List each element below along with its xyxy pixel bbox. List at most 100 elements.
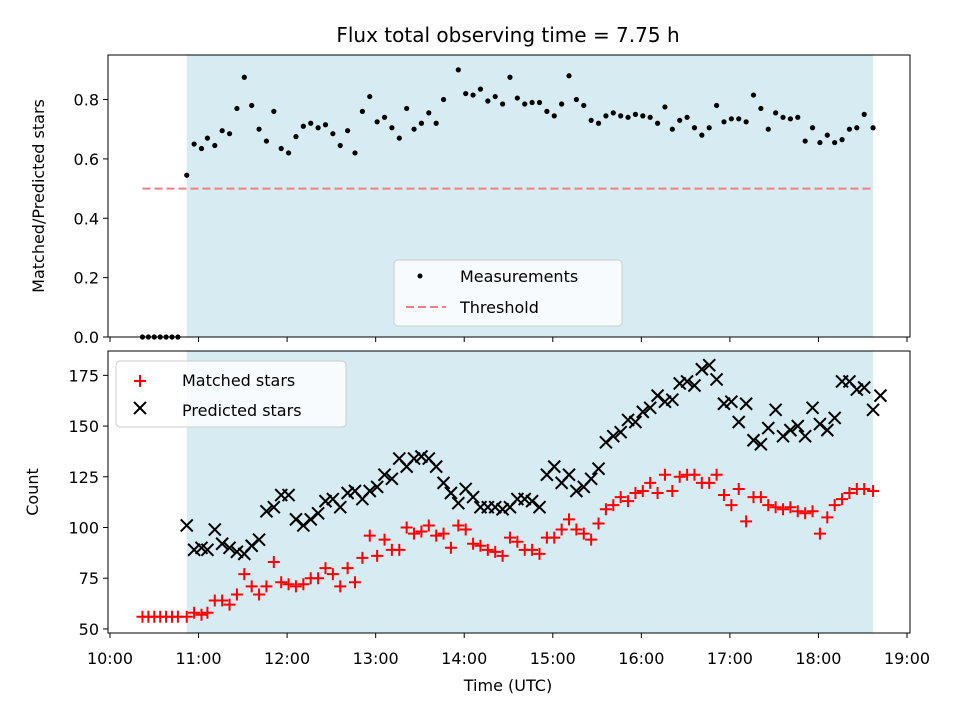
bottom-xtick-label: 13:00 [353,649,399,668]
measurement-point [337,142,343,149]
legend-threshold-label: Threshold [459,298,539,317]
predicted-star-marker [695,362,709,376]
measurement-point [315,125,321,131]
matched-star-marker [614,491,627,504]
matched-star-marker [563,513,576,526]
matched-star-marker [334,580,347,593]
predicted-star-marker [628,415,643,429]
matched-star-marker [430,529,443,542]
predicted-star-marker [613,425,628,439]
matched-star-marker [622,495,635,508]
matched-star-marker [762,499,775,512]
legend-matched-marker [134,375,146,387]
predicted-star-marker [665,392,680,407]
matched-star-marker [533,547,546,560]
measurement-point [219,128,225,134]
matched-star-marker [275,576,288,589]
matched-star-marker [289,580,302,593]
bottom-y-axis-label: Count [23,468,42,516]
measurement-point [234,105,240,112]
measurement-point [595,120,602,126]
predicted-star-marker [805,401,820,415]
predicted-star-marker [591,461,606,476]
bottom-xtick-label: 11:00 [176,649,222,668]
top-ytick-label: 0.4 [74,209,99,228]
measurement-point [308,120,314,126]
matched-star-marker [415,525,428,538]
predicted-star-marker [562,468,576,482]
predicted-star-marker [180,518,194,533]
bottom-ytick-label: 175 [68,366,99,385]
measurement-point [750,92,757,98]
measurement-point [404,105,410,112]
bottom-xtick-label: 18:00 [795,649,841,668]
matched-star-marker [245,580,258,593]
matched-star-marker [253,588,266,601]
matched-star-marker [570,523,583,536]
measurement-point [529,99,535,106]
predicted-star-marker [370,480,384,494]
predicted-star-marker [783,423,798,437]
top-ytick-label: 0.2 [74,269,99,288]
measurement-point [256,126,262,132]
measurement-point [684,114,690,120]
measurement-point [846,126,853,132]
predicted-star-marker [385,472,399,486]
predicted-star-marker [754,437,768,452]
bottom-xtick-label: 15:00 [530,649,576,668]
measurement-point [278,145,284,152]
bottom-xtick-label: 14:00 [441,649,487,668]
matched-star-marker [341,562,354,575]
measurement-point [367,93,373,100]
measurement-point [588,117,594,123]
matched-star-marker [710,468,723,481]
matched-star-marker [378,533,391,546]
measurement-point [839,137,845,143]
measurement-point [470,92,476,98]
predicted-star-marker [259,504,274,518]
measurement-point [787,116,794,122]
matched-star-marker [799,507,812,520]
matched-star-marker [459,523,472,536]
predicted-star-marker [702,358,716,372]
predicted-star-marker [222,541,237,555]
matched-star-marker [393,543,406,556]
predicted-star-marker [827,411,842,425]
measurement-point [662,104,668,110]
matched-star-marker [867,484,880,497]
measurement-point [226,131,233,137]
measurement-point [536,99,543,106]
matched-star-marker [223,598,236,611]
legend-predicted-marker [133,401,147,415]
matched-star-marker [651,487,664,500]
measurement-point [359,108,365,114]
predicted-star-marker [768,403,783,417]
measurement-point [191,141,197,147]
matched-star-marker [503,531,516,544]
measurement-point [463,90,469,97]
measurement-point [204,135,211,141]
measurement-point [492,93,498,100]
measurement-point [654,120,661,126]
matched-star-marker [548,531,561,544]
matched-star-marker [526,543,539,556]
measurement-point [300,123,306,129]
matched-star-marker [813,527,826,540]
matched-star-marker [577,527,590,540]
matched-star-marker [452,519,465,532]
predicted-star-marker [739,397,753,411]
measurement-point [817,139,823,146]
predicted-star-marker [200,543,215,557]
matched-star-marker [408,527,421,540]
predicted-star-marker [547,459,561,474]
matched-star-marker [216,594,229,607]
predicted-star-marker [798,429,812,443]
top-y-axis-label: Matched/Predicted stars [29,99,48,293]
bottom-x-ticks: 10:00 11:00 12:00 13:00 14:00 15:00 16:00 17:00… [87,633,930,668]
matched-star-marker [496,549,509,562]
matched-star-marker [230,588,243,601]
predicted-star-marker [791,419,805,433]
measurement-point [212,142,218,149]
matched-star-marker [201,606,214,619]
